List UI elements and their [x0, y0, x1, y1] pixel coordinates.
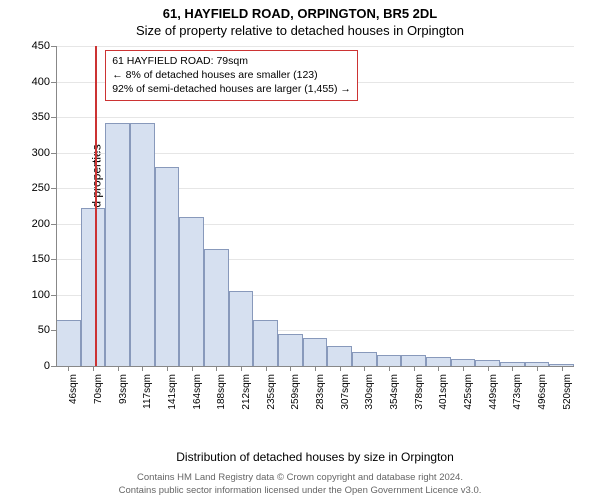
footer-line: Contains HM Land Registry data © Crown c… — [0, 472, 600, 484]
y-tick-label: 300 — [20, 147, 50, 159]
y-tick-label: 0 — [20, 360, 50, 372]
x-tick-label: 330sqm — [364, 374, 375, 410]
x-tick-label: 46sqm — [68, 374, 79, 404]
x-tick-label: 425sqm — [463, 374, 474, 410]
y-tick-label: 200 — [20, 218, 50, 230]
x-tick-label: 378sqm — [414, 374, 425, 410]
bar — [451, 359, 476, 366]
bar — [155, 167, 180, 366]
chart-area: Number of detached properties 0501001502… — [56, 46, 574, 408]
y-tick-label: 250 — [20, 182, 50, 194]
bar — [401, 355, 426, 366]
y-tick-label: 350 — [20, 111, 50, 123]
x-tick-label: 70sqm — [93, 374, 104, 404]
x-tick-label: 117sqm — [142, 374, 153, 409]
x-tick-label: 449sqm — [488, 374, 499, 410]
x-tick-label: 401sqm — [438, 374, 449, 410]
x-tick-label: 354sqm — [389, 374, 400, 410]
bar — [377, 355, 402, 366]
x-tick-label: 473sqm — [512, 374, 523, 410]
x-tick-label: 259sqm — [290, 374, 301, 410]
x-tick-label: 164sqm — [192, 374, 203, 410]
bar — [253, 320, 278, 366]
footer-line: Contains public sector information licen… — [0, 485, 600, 497]
bar — [426, 357, 451, 366]
x-tick-label: 496sqm — [537, 374, 548, 410]
bar — [204, 249, 229, 366]
y-tick-label: 100 — [20, 289, 50, 301]
footer-attribution: Contains HM Land Registry data © Crown c… — [0, 472, 600, 497]
x-tick-label: 141sqm — [167, 374, 178, 410]
info-box-line: 61 HAYFIELD ROAD: 79sqm — [112, 54, 351, 68]
y-tick-label: 450 — [20, 40, 50, 52]
bar — [352, 352, 377, 366]
page-subtitle: Size of property relative to detached ho… — [0, 21, 600, 38]
x-tick-label: 235sqm — [266, 374, 277, 410]
bar — [56, 320, 81, 366]
plot-area: 05010015020025030035040045046sqm70sqm93s… — [56, 46, 574, 366]
bar — [130, 123, 155, 366]
info-box-line: 92% of semi-detached houses are larger (… — [112, 82, 351, 96]
bar — [278, 334, 303, 366]
x-tick-label: 283sqm — [315, 374, 326, 410]
info-box-line: ← 8% of detached houses are smaller (123… — [112, 68, 351, 82]
x-tick-label: 307sqm — [340, 374, 351, 410]
x-axis-label: Distribution of detached houses by size … — [56, 450, 574, 464]
y-tick-label: 150 — [20, 253, 50, 265]
bar — [179, 217, 204, 366]
info-box: 61 HAYFIELD ROAD: 79sqm← 8% of detached … — [105, 50, 358, 101]
x-tick-label: 520sqm — [562, 374, 573, 410]
bar — [229, 291, 254, 366]
bar — [327, 346, 352, 366]
bar — [81, 208, 106, 366]
y-tick-label: 50 — [20, 324, 50, 336]
bar — [303, 338, 328, 366]
x-tick-label: 212sqm — [241, 374, 252, 410]
chart-container: 61, HAYFIELD ROAD, ORPINGTON, BR5 2DL Si… — [0, 0, 600, 500]
page-title: 61, HAYFIELD ROAD, ORPINGTON, BR5 2DL — [0, 0, 600, 21]
reference-line — [95, 46, 97, 366]
x-tick-label: 93sqm — [118, 374, 129, 404]
x-tick-label: 188sqm — [216, 374, 227, 410]
bar — [105, 123, 130, 366]
y-tick-label: 400 — [20, 76, 50, 88]
